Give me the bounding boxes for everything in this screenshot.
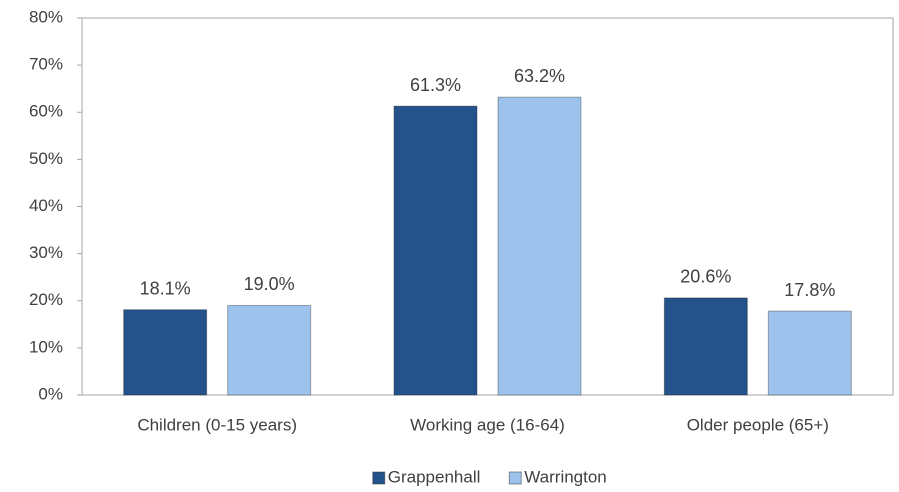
bar — [393, 105, 478, 396]
data-label: 18.1% — [140, 278, 191, 298]
y-tick-label: 20% — [29, 290, 63, 309]
legend-label: Grappenhall — [388, 467, 481, 486]
data-label: 19.0% — [244, 274, 295, 294]
bar — [497, 96, 582, 396]
y-tick-label: 30% — [29, 243, 63, 262]
y-tick-label: 0% — [38, 384, 63, 403]
y-tick-label: 40% — [29, 196, 63, 215]
legend-swatch — [372, 471, 386, 485]
y-tick-label: 50% — [29, 149, 63, 168]
legend-swatch — [508, 471, 522, 485]
bar — [663, 297, 748, 396]
x-tick-label: Children (0-15 years) — [137, 415, 297, 434]
x-tick-label: Older people (65+) — [687, 415, 829, 434]
data-label: 61.3% — [410, 75, 461, 95]
x-tick-label: Working age (16-64) — [410, 415, 565, 434]
bar — [123, 309, 208, 396]
y-tick-label: 70% — [29, 55, 63, 74]
bar — [767, 310, 852, 396]
y-tick-label: 60% — [29, 102, 63, 121]
y-tick-label: 80% — [29, 7, 63, 26]
data-label: 20.6% — [680, 267, 731, 287]
legend-label: Warrington — [524, 467, 607, 486]
y-tick-label: 10% — [29, 337, 63, 356]
bar — [227, 304, 312, 396]
data-label: 63.2% — [514, 66, 565, 86]
data-label: 17.8% — [784, 280, 835, 300]
